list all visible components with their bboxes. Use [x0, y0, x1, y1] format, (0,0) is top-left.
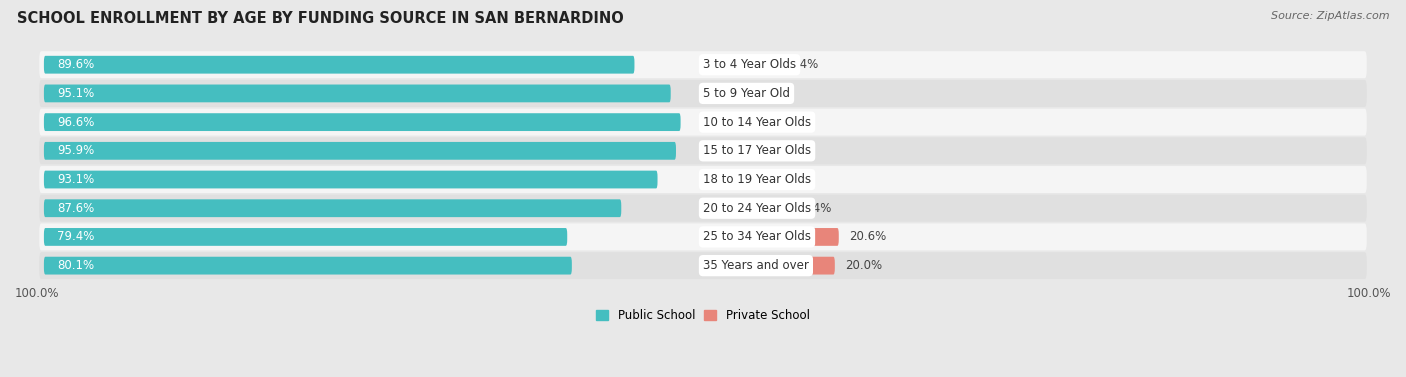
FancyBboxPatch shape	[39, 195, 1367, 222]
Text: 95.1%: 95.1%	[58, 87, 94, 100]
Text: 20 to 24 Year Olds: 20 to 24 Year Olds	[703, 202, 811, 215]
FancyBboxPatch shape	[39, 224, 1367, 250]
FancyBboxPatch shape	[703, 84, 735, 102]
Text: 89.6%: 89.6%	[58, 58, 94, 71]
Text: SCHOOL ENROLLMENT BY AGE BY FUNDING SOURCE IN SAN BERNARDINO: SCHOOL ENROLLMENT BY AGE BY FUNDING SOUR…	[17, 11, 624, 26]
FancyBboxPatch shape	[39, 166, 1367, 193]
Text: 15 to 17 Year Olds: 15 to 17 Year Olds	[703, 144, 811, 157]
FancyBboxPatch shape	[703, 257, 835, 274]
FancyBboxPatch shape	[703, 142, 730, 160]
Text: 25 to 34 Year Olds: 25 to 34 Year Olds	[703, 230, 811, 244]
FancyBboxPatch shape	[44, 56, 634, 74]
Text: 6.9%: 6.9%	[758, 173, 789, 186]
FancyBboxPatch shape	[44, 199, 621, 217]
Text: 4.9%: 4.9%	[745, 87, 775, 100]
FancyBboxPatch shape	[703, 171, 748, 188]
FancyBboxPatch shape	[39, 109, 1367, 136]
FancyBboxPatch shape	[44, 228, 567, 246]
FancyBboxPatch shape	[703, 199, 785, 217]
FancyBboxPatch shape	[39, 80, 1367, 107]
Text: 96.6%: 96.6%	[58, 116, 94, 129]
FancyBboxPatch shape	[703, 113, 725, 131]
Text: 3.4%: 3.4%	[735, 116, 765, 129]
FancyBboxPatch shape	[39, 137, 1367, 164]
FancyBboxPatch shape	[44, 142, 676, 160]
Text: 10 to 14 Year Olds: 10 to 14 Year Olds	[703, 116, 811, 129]
FancyBboxPatch shape	[44, 257, 572, 274]
Text: 93.1%: 93.1%	[58, 173, 94, 186]
FancyBboxPatch shape	[703, 228, 839, 246]
Text: 95.9%: 95.9%	[58, 144, 94, 157]
Text: 12.4%: 12.4%	[794, 202, 832, 215]
Text: 5 to 9 Year Old: 5 to 9 Year Old	[703, 87, 790, 100]
Legend: Public School, Private School: Public School, Private School	[592, 304, 814, 326]
Text: 18 to 19 Year Olds: 18 to 19 Year Olds	[703, 173, 811, 186]
FancyBboxPatch shape	[703, 56, 772, 74]
Text: 3 to 4 Year Olds: 3 to 4 Year Olds	[703, 58, 796, 71]
Text: 10.4%: 10.4%	[782, 58, 818, 71]
Text: 80.1%: 80.1%	[58, 259, 94, 272]
Text: 20.0%: 20.0%	[845, 259, 882, 272]
Text: 87.6%: 87.6%	[58, 202, 94, 215]
FancyBboxPatch shape	[44, 113, 681, 131]
FancyBboxPatch shape	[39, 51, 1367, 78]
Text: 35 Years and over: 35 Years and over	[703, 259, 808, 272]
Text: 79.4%: 79.4%	[58, 230, 94, 244]
Text: 4.1%: 4.1%	[740, 144, 770, 157]
Text: 20.6%: 20.6%	[849, 230, 886, 244]
FancyBboxPatch shape	[44, 171, 658, 188]
Text: Source: ZipAtlas.com: Source: ZipAtlas.com	[1271, 11, 1389, 21]
FancyBboxPatch shape	[39, 252, 1367, 279]
FancyBboxPatch shape	[44, 84, 671, 102]
